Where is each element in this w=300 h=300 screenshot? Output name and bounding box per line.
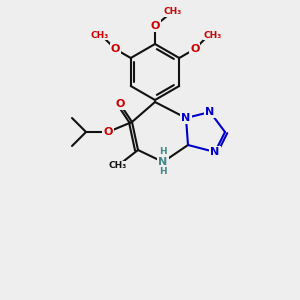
Text: CH₃: CH₃: [204, 31, 222, 40]
Text: N: N: [206, 107, 214, 117]
Text: H: H: [159, 167, 167, 176]
Text: N: N: [158, 157, 168, 167]
Text: N: N: [182, 113, 190, 123]
Text: N: N: [210, 147, 220, 157]
Text: CH₃: CH₃: [90, 31, 108, 40]
Text: O: O: [150, 21, 160, 31]
Text: O: O: [103, 127, 113, 137]
Text: O: O: [110, 44, 120, 54]
Text: CH₃: CH₃: [164, 8, 182, 16]
Text: O: O: [115, 99, 125, 109]
Text: H: H: [159, 148, 167, 157]
Text: CH₃: CH₃: [109, 161, 127, 170]
Text: O: O: [190, 44, 200, 54]
